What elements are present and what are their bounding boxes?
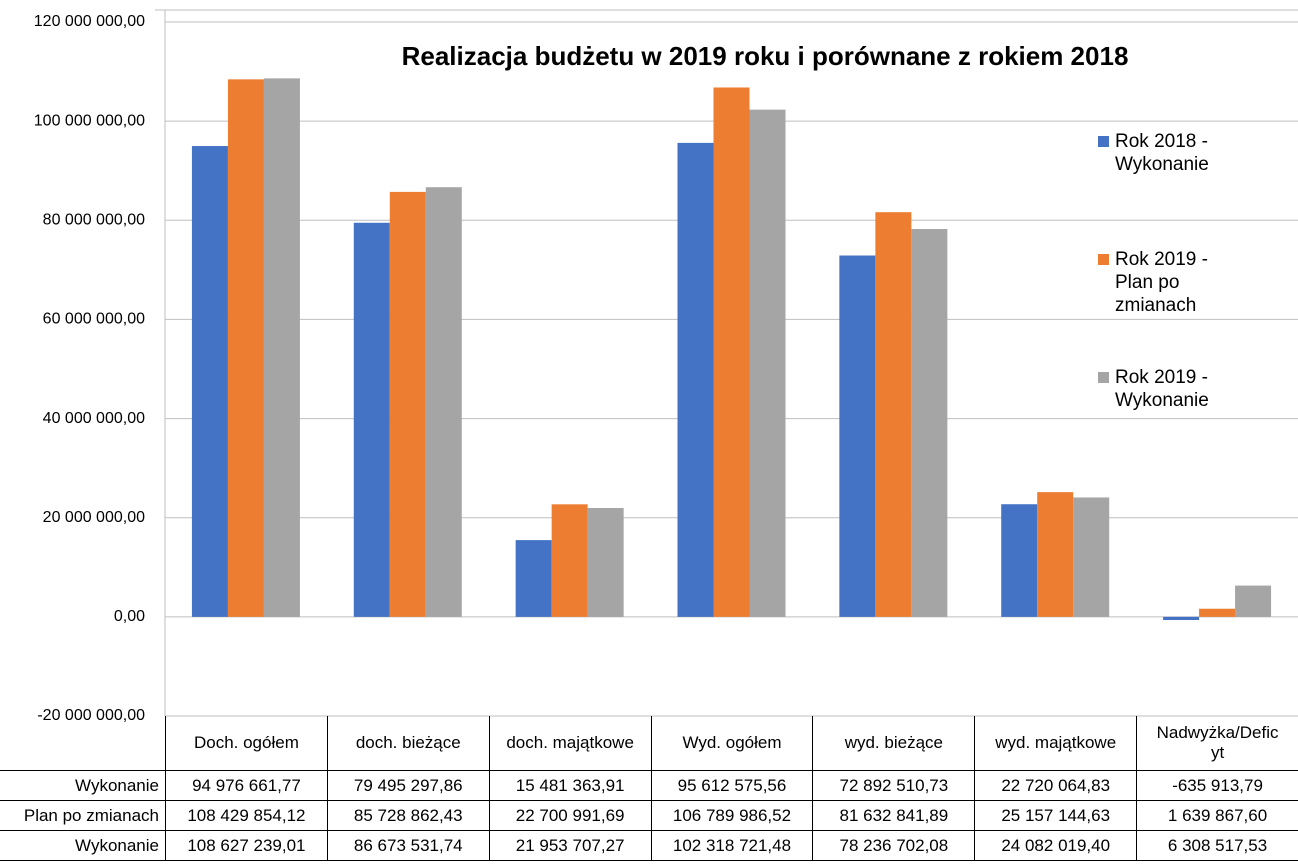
table-cell: 78 236 702,08: [812, 830, 976, 861]
bar: [353, 222, 390, 617]
table-row-label: Plan po zmianach: [0, 800, 166, 831]
x-tick-label: doch. majątkowe: [488, 716, 652, 771]
bar: [515, 540, 552, 617]
y-tick-label: -20 000 000,00: [37, 707, 145, 724]
table-cell: 102 318 721,48: [650, 830, 814, 861]
x-tick-label: Wyd. ogółem: [650, 716, 814, 771]
table-row-label: Wykonanie: [0, 770, 166, 801]
bar: [677, 142, 714, 617]
table-cell: 6 308 517,53: [1136, 830, 1298, 861]
bar: [551, 504, 588, 617]
legend-label: Rok 2019 - Wykonanie: [1115, 367, 1209, 411]
table-cell: 81 632 841,89: [812, 800, 976, 831]
y-tick-label: 120 000 000,00: [34, 13, 145, 30]
table-cell: 22 700 991,69: [488, 800, 652, 831]
bar: [227, 79, 264, 617]
table-cell: 86 673 531,74: [326, 830, 490, 861]
chart-title: Realizacja budżetu w 2019 roku i porówna…: [402, 41, 1129, 71]
bar: [1037, 492, 1074, 617]
legend-swatch: [1098, 136, 1109, 147]
table-cell: 72 892 510,73: [812, 770, 976, 801]
bar: [713, 87, 750, 617]
legend-swatch: [1098, 254, 1109, 265]
bar: [389, 191, 426, 617]
table-cell: 85 728 862,43: [326, 800, 490, 831]
table-cell: 95 612 575,56: [650, 770, 814, 801]
table-cell: 108 429 854,12: [165, 800, 328, 831]
table-cell: 106 789 986,52: [650, 800, 814, 831]
bar: [1199, 608, 1236, 617]
legend-swatch: [1098, 372, 1109, 383]
x-tick-label: wyd. majątkowe: [974, 716, 1138, 771]
table-cell: 79 495 297,86: [326, 770, 490, 801]
x-tick-label: doch. bieżące: [326, 716, 490, 771]
bar: [425, 187, 462, 617]
y-tick-label: 60 000 000,00: [43, 311, 145, 328]
bar: [1001, 504, 1038, 617]
table-row-label: Wykonanie: [0, 830, 166, 861]
y-tick-label: 40 000 000,00: [43, 410, 145, 427]
x-tick-label: Nadwyżka/Deficyt: [1136, 716, 1298, 771]
bar: [749, 109, 786, 617]
table-cell: 24 082 019,40: [974, 830, 1138, 861]
table-cell: 15 481 363,91: [488, 770, 652, 801]
bar: [839, 255, 876, 617]
y-tick-label: 80 000 000,00: [43, 212, 145, 229]
bar: [587, 508, 624, 617]
bar: [191, 146, 228, 617]
y-tick-label: 100 000 000,00: [34, 112, 145, 129]
table-cell: 22 720 064,83: [974, 770, 1138, 801]
x-tick-label: Doch. ogółem: [165, 716, 328, 771]
bar: [875, 212, 912, 617]
y-tick-label: 20 000 000,00: [43, 509, 145, 526]
table-cell: 1 639 867,60: [1136, 800, 1298, 831]
table-cell: 108 627 239,01: [165, 830, 328, 861]
legend-label: Rok 2018 - Wykonanie: [1115, 131, 1209, 175]
bar: [911, 229, 948, 617]
legend-label: Rok 2019 - Plan po zmianach: [1115, 249, 1208, 316]
bar: [263, 78, 300, 617]
bar: [1073, 497, 1110, 617]
bar: [1235, 585, 1272, 617]
y-tick-label: 0,00: [114, 608, 145, 625]
table-cell: 25 157 144,63: [974, 800, 1138, 831]
table-cell: 94 976 661,77: [165, 770, 328, 801]
x-tick-label: wyd. bieżące: [812, 716, 976, 771]
table-cell: 21 953 707,27: [488, 830, 652, 861]
table-cell: -635 913,79: [1136, 770, 1298, 801]
bar: [1163, 616, 1200, 621]
